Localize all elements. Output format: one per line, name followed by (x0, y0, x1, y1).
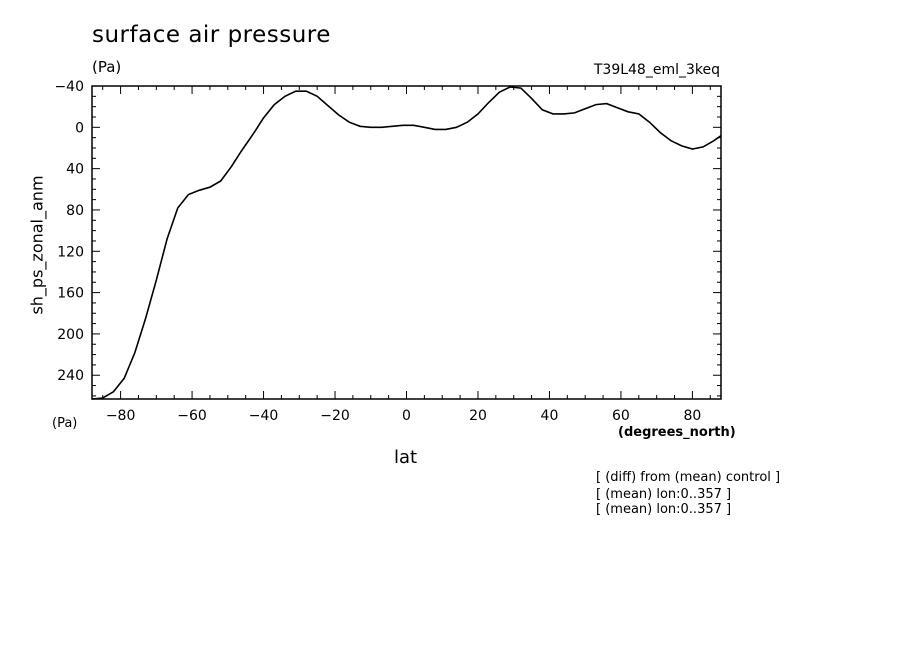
x-tick-label: −20 (320, 408, 350, 424)
x-tick-label: 40 (541, 408, 559, 424)
annotation-diff: [ (diff) from (mean) control ] (596, 470, 781, 485)
series-line (91, 86, 722, 400)
y-axis-units: (Pa) (52, 416, 78, 431)
tick-labels: −80 −60 −40 −20 0 20 40 60 80 −40 0 40 80 120 160 200 24… (54, 79, 701, 424)
y-tick-label: 160 (57, 286, 84, 302)
x-tick-label: 60 (612, 408, 630, 424)
y-tick-label: 240 (57, 368, 84, 384)
y-tick-label: 40 (66, 162, 84, 178)
y-tick-label: 120 (57, 244, 84, 260)
x-axis-label: lat (394, 447, 418, 468)
chart-title: surface air pressure (92, 22, 331, 48)
y-tick-label: −40 (54, 79, 84, 95)
x-tick-label: −60 (177, 408, 207, 424)
x-tick-label: 0 (402, 408, 411, 424)
y-tick-label: 80 (66, 203, 84, 219)
title-units: (Pa) (92, 58, 122, 76)
x-tick-label: −40 (249, 408, 279, 424)
x-tick-label: 20 (469, 408, 487, 424)
annotation-mean-lon-2: [ (mean) lon:0..357 ] (596, 502, 732, 517)
x-axis-units: (degrees_north) (618, 425, 736, 440)
plot-frame (91, 85, 722, 400)
annotation-mean-lon-1: [ (mean) lon:0..357 ] (596, 487, 732, 502)
x-tick-label: −80 (106, 408, 136, 424)
x-tick-label: 80 (683, 408, 701, 424)
experiment-label: T39L48_eml_3keq (593, 62, 720, 78)
axis-ticks (92, 85, 721, 399)
y-tick-label: 200 (57, 327, 84, 343)
y-tick-label: 0 (75, 120, 84, 136)
